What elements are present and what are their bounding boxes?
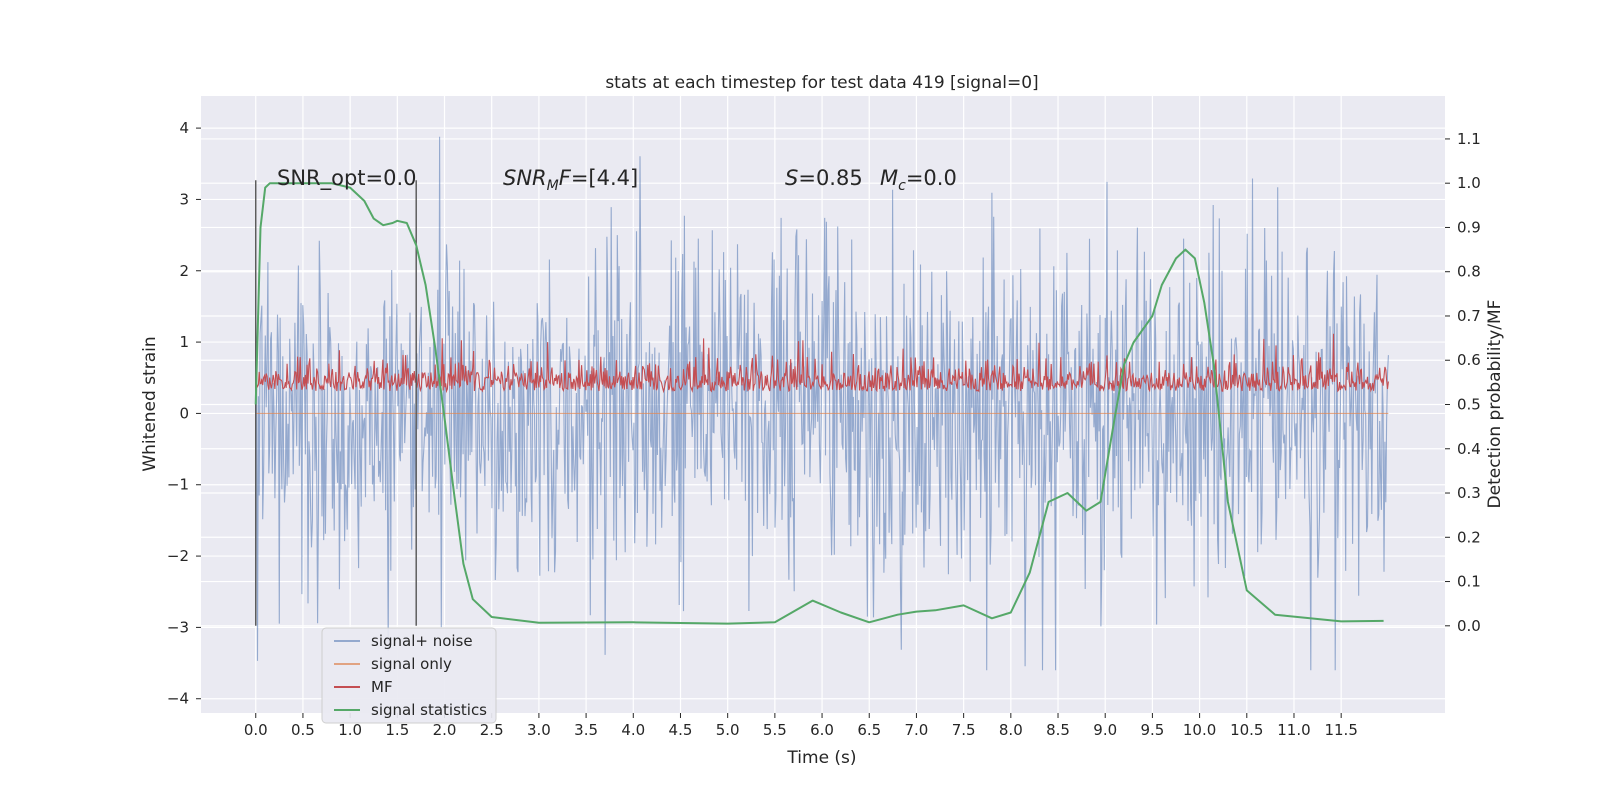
annotation-snr-mf-tail: F — [559, 166, 572, 190]
y-tick-label-right: 0.0 — [1457, 617, 1481, 635]
series-signal-statistics-line — [254, 182, 1384, 625]
series-mf — [255, 333, 1389, 394]
legend-box — [321, 627, 497, 724]
y-tick-label-left: −4 — [167, 690, 189, 708]
x-axis-label: Time (s) — [786, 748, 856, 768]
legend: signal+ noise signal only MF signal stat… — [321, 627, 497, 724]
y-tick-label-right: 0.5 — [1457, 396, 1481, 414]
y-tick-label-right: 0.8 — [1457, 263, 1481, 281]
x-tick-label: 0.0 — [244, 721, 268, 739]
x-tick-label: 3.5 — [574, 721, 598, 739]
legend-label-signal-only: signal only — [371, 655, 452, 673]
annotation-s: S=0.85 — [785, 166, 863, 190]
y-tick-label-right: 0.7 — [1457, 307, 1481, 325]
y-tick-label-right: 0.2 — [1457, 528, 1481, 546]
series-signal-statistics — [254, 182, 1384, 625]
x-tick-label: 10.5 — [1230, 721, 1263, 739]
y-tick-label-left: 1 — [179, 333, 189, 351]
y-tick-label-left: 0 — [179, 404, 189, 422]
x-tick-label: 8.5 — [1046, 721, 1070, 739]
y-tick-label-right: 0.4 — [1457, 440, 1481, 458]
y-tick-label-right: 0.9 — [1457, 218, 1481, 236]
y-tick-label-left: 2 — [179, 262, 189, 280]
series-mf-line — [255, 333, 1389, 394]
y-tick-label-right: 0.1 — [1457, 573, 1481, 591]
y-tick-label-left: 3 — [179, 190, 189, 208]
y-tick-label-right: 1.0 — [1457, 174, 1481, 192]
x-tick-label: 7.0 — [905, 721, 929, 739]
annotation-snr-opt: SNR_opt=0.0 — [277, 166, 417, 191]
annotation-mc-sub: c — [898, 178, 906, 194]
x-tick-label: 2.0 — [433, 721, 457, 739]
annotation-snr-mf-value: =[4.4] — [571, 166, 638, 190]
x-tick-label: 6.5 — [857, 721, 881, 739]
x-tick-label: 3.0 — [527, 721, 551, 739]
x-tick-label: 11.5 — [1324, 721, 1357, 739]
x-tick-label: 9.0 — [1093, 721, 1117, 739]
x-tick-label: 5.5 — [763, 721, 787, 739]
y-axis-label-right: Detection probability/MF — [1485, 300, 1505, 509]
legend-label-mf: MF — [371, 678, 393, 696]
annotation-snr-mf: SNRMF=[4.4] — [503, 166, 638, 194]
x-tick-label: 1.5 — [385, 721, 409, 739]
x-tick-label: 8.0 — [999, 721, 1023, 739]
x-tick-label: 4.5 — [669, 721, 693, 739]
y-tick-label-right: 0.3 — [1457, 484, 1481, 502]
x-tick-label: 2.5 — [480, 721, 504, 739]
y-tick-label-left: −1 — [167, 476, 189, 494]
legend-label-signal-statistics: signal statistics — [371, 701, 487, 719]
y-axis-label-left: Whitened strain — [140, 336, 160, 471]
y-tick-label-right: 0.6 — [1457, 351, 1481, 369]
annotation-mc-symbol: M — [880, 166, 898, 190]
y-tick-label-left: −2 — [167, 547, 189, 565]
chart-title: stats at each timestep for test data 419… — [605, 73, 1038, 93]
annotation-s-symbol: S — [785, 166, 798, 190]
y-tick-label-right: 1.1 — [1457, 130, 1481, 148]
x-tick-label: 10.0 — [1183, 721, 1216, 739]
y-tick-label-left: 4 — [179, 119, 189, 137]
legend-label-signal-noise: signal+ noise — [371, 632, 473, 650]
x-tick-label: 0.5 — [291, 721, 315, 739]
y-tick-label-left: −3 — [167, 618, 189, 636]
x-tick-label: 11.0 — [1277, 721, 1310, 739]
annotation-mc-value: =0.0 — [906, 166, 957, 190]
x-tick-label: 9.5 — [1140, 721, 1164, 739]
x-tick-label: 4.0 — [621, 721, 645, 739]
x-tick-label: 7.5 — [952, 721, 976, 739]
annotation-snr-mf-symbol: SNR — [503, 166, 547, 190]
axis-ticks: 0.0 0.5 1.0 1.5 2.0 2.5 3.0 3.5 4.0 4.5 5.0 5.5 6.0 6… — [167, 119, 1481, 739]
annotation-mc: Mc=0.0 — [880, 166, 957, 194]
x-tick-label: 5.0 — [716, 721, 740, 739]
annotation-s-value: =0.85 — [798, 166, 862, 190]
x-tick-label: 1.0 — [338, 721, 362, 739]
annotation-snr-mf-sub: M — [547, 178, 559, 194]
x-tick-label: 6.0 — [810, 721, 834, 739]
